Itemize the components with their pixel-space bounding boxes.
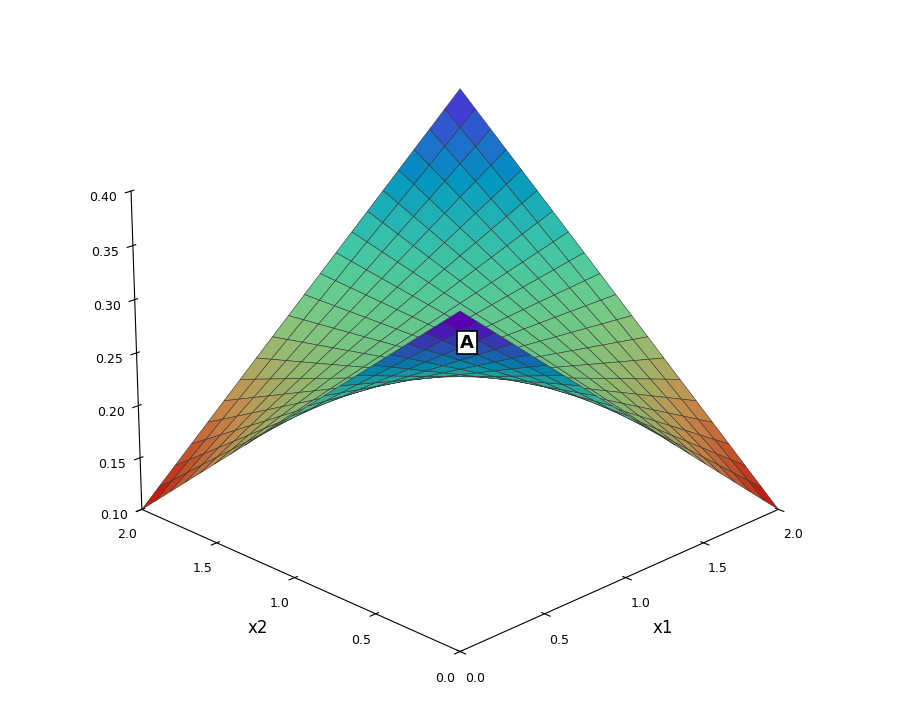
Y-axis label: x2: x2 (248, 619, 268, 637)
X-axis label: x1: x1 (652, 619, 673, 637)
